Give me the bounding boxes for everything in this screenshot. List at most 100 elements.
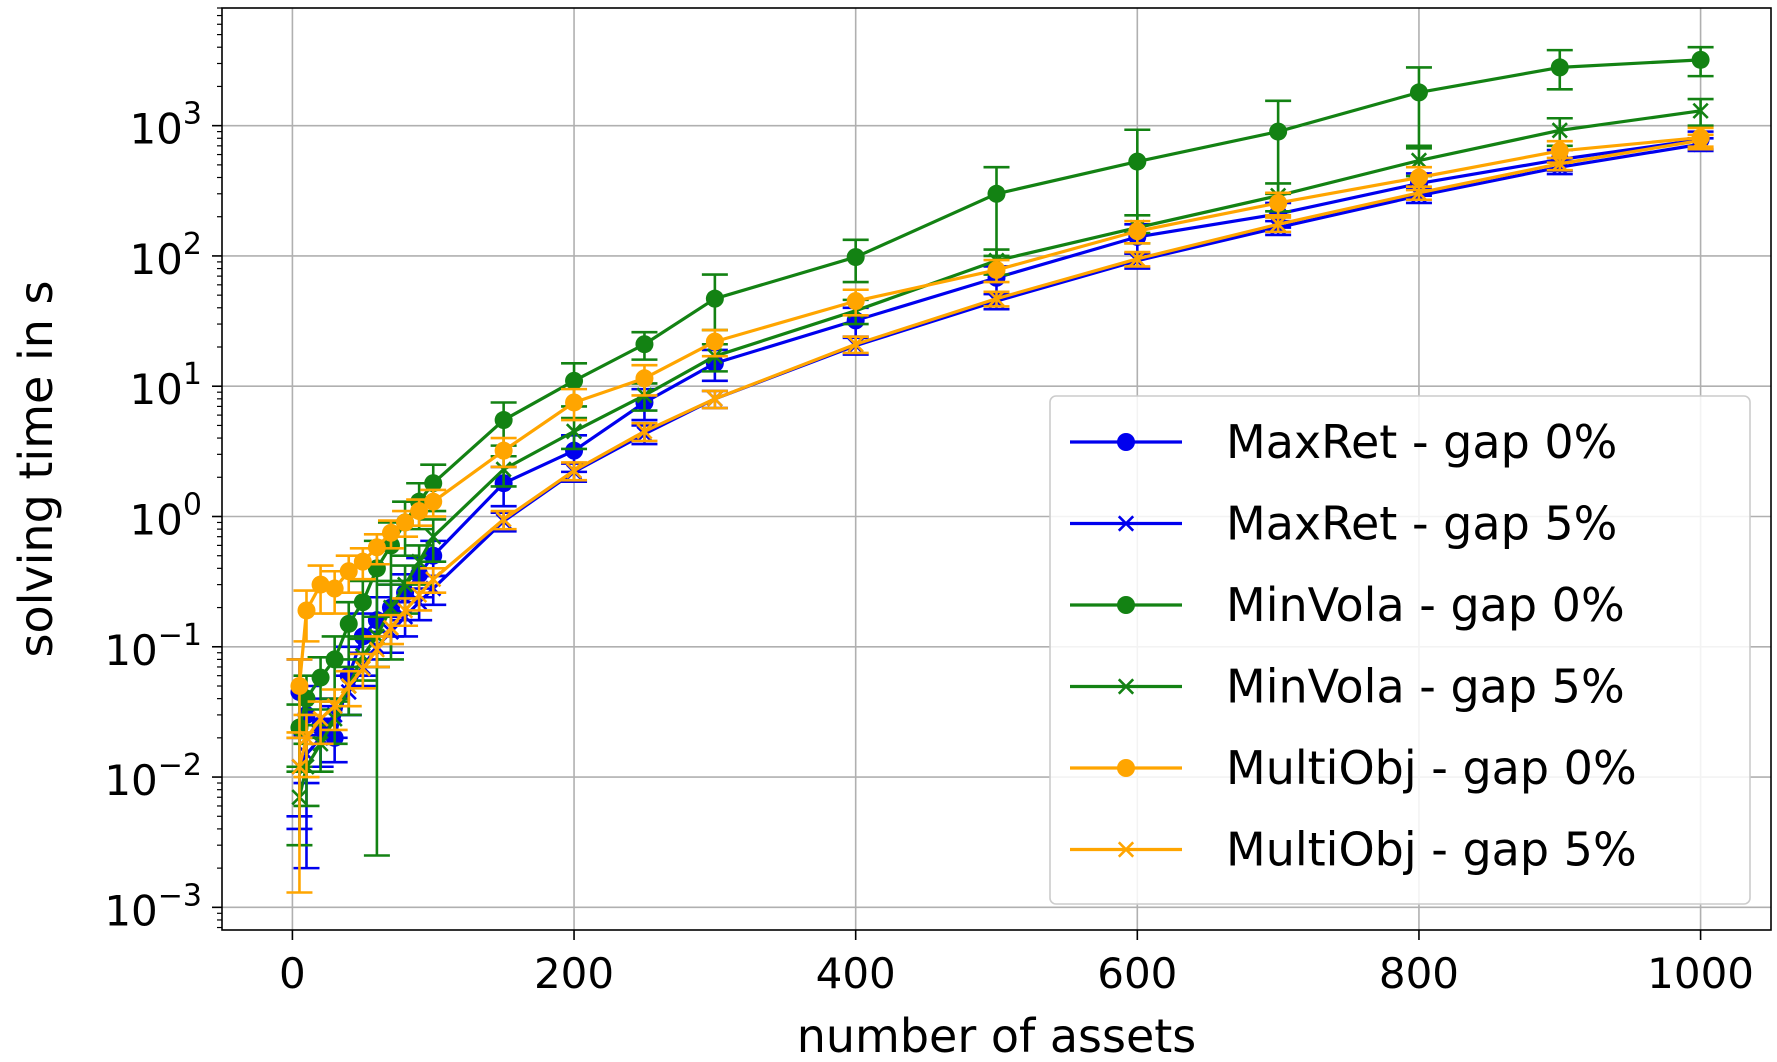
legend-item: MinVola - gap 0% [1070,578,1625,632]
data-point [425,571,442,588]
data-point [381,523,400,542]
data-point [1269,193,1288,212]
data-point [382,619,400,636]
data-point [705,289,724,308]
data-point [1129,250,1146,267]
data-point [706,390,723,407]
data-point [705,332,724,351]
data-point [1550,58,1569,77]
x-tick-label: 600 [1097,949,1177,998]
x-marker-stroke [1117,678,1135,695]
legend-marker [1117,759,1135,777]
x-marker-stroke [495,461,512,478]
data-point [846,292,865,311]
legend-item: MinVola - gap 5% [1070,660,1625,714]
x-marker-stroke [988,290,1005,307]
legend-item: MultiObj - gap 0% [1070,741,1637,795]
x-marker-stroke [1117,841,1135,858]
x-marker-stroke [1551,155,1568,172]
x-marker-stroke [411,553,428,570]
data-point [565,423,583,440]
x-marker-stroke [368,641,386,658]
x-marker-stroke [1692,102,1709,119]
y-axis: 10−3 10−2 10−1 100 101 102 103 [104,7,222,935]
x-marker-stroke [411,586,428,604]
data-point [340,677,357,695]
x-tick-label: 0 [279,949,306,998]
x-marker-stroke [312,710,329,727]
data-point [1269,122,1288,141]
legend-marker [1117,596,1135,614]
x-marker-stroke [298,729,315,746]
legend-label: MinVola - gap 5% [1226,660,1625,714]
y-tick-label: 10−3 [104,878,202,935]
data-point [339,562,358,581]
legend-marker [1117,678,1135,695]
x-marker-stroke [382,619,400,636]
x-marker-stroke [1551,122,1568,139]
data-point [354,660,371,677]
x-marker-stroke [425,528,442,545]
x-marker-stroke [291,758,308,775]
data-point [411,553,428,570]
data-point [325,579,344,598]
data-point [847,336,864,353]
data-point [311,575,330,594]
data-point [424,474,443,493]
data-point [494,411,513,430]
y-tick-label: 101 [129,357,202,414]
data-point [297,601,316,620]
y-tick-label: 10−1 [104,618,202,675]
data-point [635,369,654,388]
error-bar [321,688,348,732]
y-axis-title: solving time in s [9,281,63,658]
legend-label: MultiObj - gap 5% [1226,823,1637,877]
data-point [635,335,654,354]
data-point [495,511,512,528]
x-marker-stroke [396,602,414,619]
series-line [297,138,1701,768]
y-tick-label: 103 [129,97,202,154]
series-group [286,45,1714,894]
x-marker-stroke [1410,184,1428,201]
plot-frame [221,7,1772,931]
x-marker-stroke [1692,132,1709,149]
series-line [297,135,1701,687]
data-point [1409,168,1428,187]
series-line [297,109,1701,798]
series-multiobj-gap-0- [286,126,1714,740]
series-line [297,58,1701,728]
data-point [396,576,414,593]
data-point [1551,122,1568,139]
data-point [846,248,865,267]
legend-label: MultiObj - gap 0% [1226,741,1637,795]
x-marker-stroke [1117,515,1135,532]
legend-marker [1117,515,1135,532]
x-tick-label: 800 [1379,949,1459,998]
data-point [565,441,584,460]
x-marker-stroke [326,698,343,715]
legend-marker [1117,841,1135,858]
data-point [1691,50,1710,69]
data-point [565,371,584,390]
x-marker-stroke [495,511,512,528]
legend-item: MultiObj - gap 5% [1070,823,1637,877]
y-tick-label: 102 [129,227,202,284]
data-point [290,676,309,695]
data-point [396,602,414,619]
data-point [368,641,386,658]
x-marker-stroke [1129,250,1146,267]
data-point [494,441,513,460]
error-bar [1405,66,1432,148]
series-multiobj-gap-5- [286,132,1714,894]
data-point [988,290,1005,307]
data-point [325,650,344,669]
data-point [1692,132,1709,149]
data-point [1270,216,1287,233]
data-point [1550,141,1569,160]
legend-label: MaxRet - gap 0% [1226,415,1617,469]
x-marker-stroke [565,423,583,440]
data-point [565,393,584,412]
x-marker-stroke [636,423,653,440]
